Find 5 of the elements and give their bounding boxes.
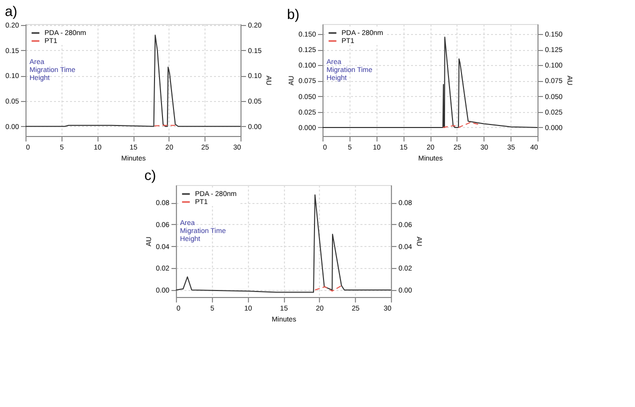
line-series: [322, 36, 538, 128]
line-series: [24, 34, 241, 127]
chart-title: a): [4, 3, 18, 20]
chart-title: b): [286, 6, 300, 22]
chart-title: c): [144, 167, 156, 183]
